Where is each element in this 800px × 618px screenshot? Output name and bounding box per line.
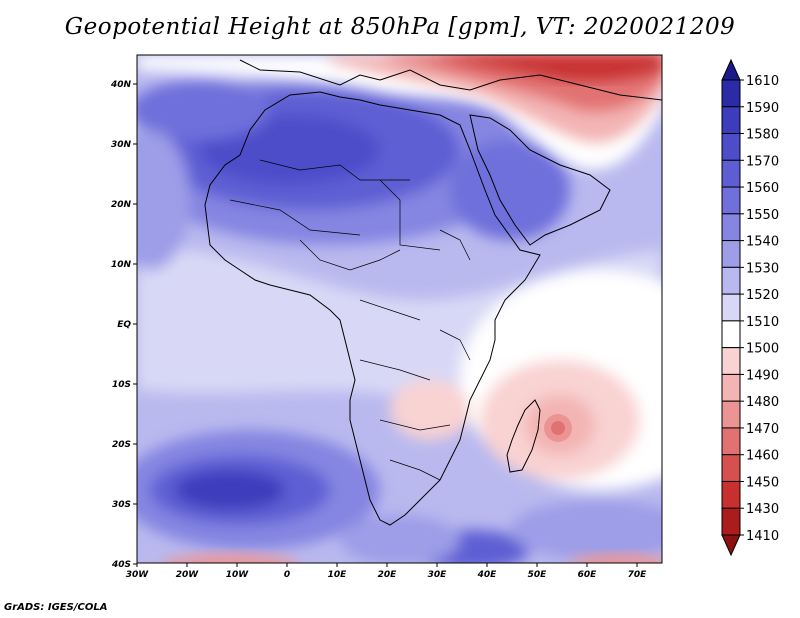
- colorbar-bin: [721, 266, 741, 295]
- colorbar-label: 1590: [746, 101, 779, 116]
- lat-tick-label: 30N: [111, 140, 132, 150]
- country-borders: [229, 159, 471, 481]
- colorbar-label: 1430: [746, 502, 779, 517]
- lat-tick-label: 20N: [111, 200, 132, 210]
- colorbar-bin: [721, 159, 741, 188]
- colorbar-bottom-arrow: [721, 534, 741, 557]
- lat-tick-label: EQ: [117, 320, 131, 330]
- colorbar-bin: [721, 133, 741, 161]
- colorbar-label: 1560: [746, 181, 779, 196]
- europe-coast: [239, 59, 662, 101]
- colorbar-bin: [721, 507, 741, 536]
- colorbar-label: 1540: [746, 235, 779, 250]
- height-field: [137, 55, 662, 563]
- arabia-coast: [469, 114, 611, 246]
- coastlines: [204, 59, 662, 526]
- latitude-axis: 40N 30N 20N 10N EQ 10S 20S 30S 40S: [110, 80, 137, 570]
- colorbar-label: 1510: [746, 315, 779, 330]
- colorbar-label: 1450: [746, 475, 779, 490]
- colorbar-bin: [721, 373, 741, 402]
- colorbar-label: 1520: [746, 288, 779, 303]
- colorbar-bin: [721, 186, 741, 215]
- lat-tick-label: 10S: [112, 380, 131, 390]
- colorbar-label: 1480: [746, 395, 779, 410]
- lon-tick-label: 10E: [328, 570, 348, 580]
- lon-tick-label: 30E: [428, 570, 448, 580]
- colorbar-bin: [721, 480, 741, 509]
- colorbar-label: 1550: [746, 208, 779, 223]
- colorbar-label: 1580: [746, 128, 779, 143]
- lon-tick-label: 20W: [176, 570, 200, 580]
- colorbar-bin: [721, 293, 741, 322]
- lat-tick-label: 20S: [112, 440, 131, 450]
- lat-tick-label: 40N: [110, 80, 132, 90]
- colorbar-label: 1530: [746, 261, 779, 276]
- lon-tick-label: 30W: [126, 570, 150, 580]
- colorbar-bin: [721, 320, 741, 349]
- colorbar-top-arrow: [721, 58, 741, 81]
- lon-tick-label: 50E: [528, 570, 548, 580]
- colorbar-label: 1610: [746, 74, 779, 89]
- colorbar-label: 1470: [746, 422, 779, 437]
- colorbar: 1610 1590 1580 1570 1560 1550 1540 1530 1520 1510…: [721, 58, 779, 557]
- colorbar-bin: [721, 213, 741, 242]
- colorbar-label: 1500: [746, 342, 779, 357]
- colorbar-bin: [721, 454, 741, 482]
- lon-tick-label: 20E: [378, 570, 398, 580]
- colorbar-bin: [721, 347, 741, 375]
- colorbar-bin: [721, 427, 741, 456]
- colorbar-label: 1570: [746, 154, 779, 169]
- madagascar-coast: [506, 399, 541, 473]
- lon-tick-label: 70E: [628, 570, 648, 580]
- lat-tick-label: 30S: [112, 500, 131, 510]
- colorbar-bin: [721, 240, 741, 268]
- colorbar-label: 1410: [746, 529, 779, 544]
- colorbar-label: 1490: [746, 368, 779, 383]
- map-title: Geopotential Height at 850hPa [gpm], VT:…: [64, 14, 736, 40]
- lon-tick-label: 10W: [226, 570, 250, 580]
- map-frame: [136, 54, 663, 564]
- lon-tick-label: 0: [284, 570, 290, 580]
- colorbar-label: 1460: [746, 449, 779, 464]
- lon-tick-label: 60E: [578, 570, 598, 580]
- colorbar-bin: [721, 106, 741, 135]
- footer-credit: GrADS: IGES/COLA: [4, 602, 108, 613]
- colorbar-bin: [721, 79, 741, 108]
- longitude-axis: 30W 20W 10W 0 10E 20E 30E 40E 50E 60E 70E: [126, 563, 647, 580]
- africa-coast: [204, 91, 541, 526]
- lat-tick-label: 40S: [111, 560, 131, 570]
- colorbar-bin: [721, 400, 741, 429]
- lon-tick-label: 40E: [477, 570, 498, 580]
- lat-tick-label: 10N: [111, 260, 132, 270]
